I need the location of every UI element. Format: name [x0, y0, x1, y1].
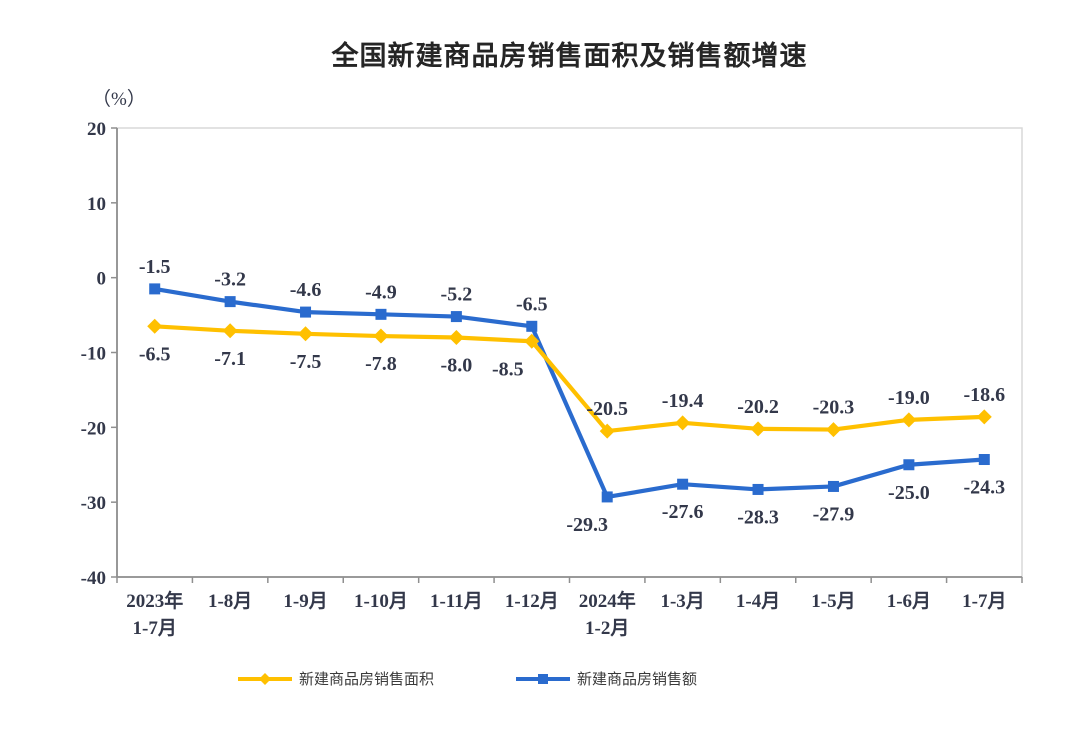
x-category-label: 2023年 [126, 589, 183, 612]
x-category-label: 1-2月 [585, 618, 629, 639]
data-point-label: -4.6 [290, 279, 322, 301]
data-point-label: -24.3 [963, 477, 1005, 499]
data-point-marker [375, 308, 387, 320]
data-point-marker [222, 323, 238, 339]
data-point-marker [601, 491, 613, 503]
x-category-label: 1-10月 [354, 591, 408, 612]
data-point-marker [978, 454, 990, 466]
data-point-label: -27.9 [813, 503, 855, 525]
x-category-label: 1-7月 [962, 591, 1006, 612]
data-point-marker [752, 483, 764, 495]
sales-area-line [152, 324, 987, 434]
data-point-marker [750, 421, 766, 437]
data-point-label: -19.4 [662, 390, 704, 412]
data-point-label: -8.5 [492, 358, 524, 380]
data-point-label: -5.2 [441, 284, 473, 306]
data-point-marker [298, 326, 314, 342]
x-category-label: 1-5月 [811, 591, 855, 612]
x-category-label: 1-9月 [283, 591, 327, 612]
y-tick-label: -30 [81, 493, 106, 514]
diamond-marker-icon [238, 672, 292, 685]
data-point-marker [599, 423, 615, 439]
data-point-label: -20.2 [737, 396, 779, 418]
x-category-label: 1-8月 [208, 591, 252, 612]
data-point-label: -4.9 [365, 281, 397, 303]
x-category-label: 1-12月 [505, 591, 559, 612]
y-tick-label: 20 [87, 119, 106, 140]
legend: 新建商品房销售面积 新建商品房销售额 [238, 668, 697, 689]
data-point-label: -20.5 [586, 398, 628, 420]
y-tick-label: -10 [81, 344, 106, 365]
data-point-label: -27.6 [662, 501, 704, 523]
data-point-label: -7.1 [214, 348, 246, 370]
data-point-label: -28.3 [737, 506, 779, 528]
data-point-label: -3.2 [214, 269, 246, 291]
x-category-label: 1-3月 [660, 591, 704, 612]
x-category-label: 2024年 [579, 589, 636, 612]
data-point-marker [903, 459, 915, 471]
data-point-label: -18.6 [963, 384, 1005, 406]
legend-item-sales-amount: 新建商品房销售额 [516, 668, 697, 689]
data-point-label: -29.3 [566, 514, 608, 536]
y-tick-label: -40 [81, 568, 106, 589]
data-point-marker [976, 409, 992, 425]
data-point-marker [450, 311, 462, 323]
data-point-marker [677, 478, 689, 490]
data-point-marker [448, 330, 464, 346]
x-category-label: 1-11月 [430, 591, 483, 612]
y-axis-unit-label: （%） [92, 89, 146, 110]
data-point-marker [526, 320, 538, 332]
legend-label: 新建商品房销售额 [577, 672, 698, 688]
legend-item-sales-area: 新建商品房销售面积 [238, 668, 434, 689]
x-category-label: 1-4月 [736, 591, 780, 612]
data-point-marker [300, 306, 312, 318]
y-tick-label: 0 [97, 269, 107, 290]
data-point-label: -20.3 [813, 397, 855, 419]
legend-label: 新建商品房销售面积 [299, 672, 435, 688]
data-point-marker [147, 318, 163, 334]
x-category-label: 1-7月 [133, 618, 177, 639]
data-point-marker [825, 422, 841, 438]
y-tick-label: -20 [81, 418, 106, 439]
data-point-label: -6.5 [139, 343, 171, 365]
data-point-label: -25.0 [888, 482, 930, 504]
chart-title: 全国新建商品房销售面积及销售额增速 [331, 41, 808, 71]
data-point-marker [524, 333, 540, 349]
plot-border [116, 127, 1023, 578]
data-point-label: -7.5 [290, 351, 322, 373]
data-point-label: -1.5 [139, 256, 171, 278]
data-point-label: -7.8 [365, 353, 397, 375]
sales-amount-line [152, 286, 987, 500]
data-point-label: -19.0 [888, 387, 930, 409]
square-marker-icon [516, 673, 571, 684]
x-category-label: 1-6月 [887, 591, 931, 612]
data-point-marker [827, 480, 839, 492]
data-point-marker [675, 415, 691, 431]
data-point-marker [149, 283, 161, 295]
data-point-label: -6.5 [516, 293, 548, 315]
data-point-marker [901, 412, 917, 428]
data-point-marker [224, 296, 236, 308]
data-point-label: -8.0 [441, 355, 473, 377]
data-point-marker [373, 328, 389, 344]
y-tick-label: 10 [87, 194, 106, 215]
